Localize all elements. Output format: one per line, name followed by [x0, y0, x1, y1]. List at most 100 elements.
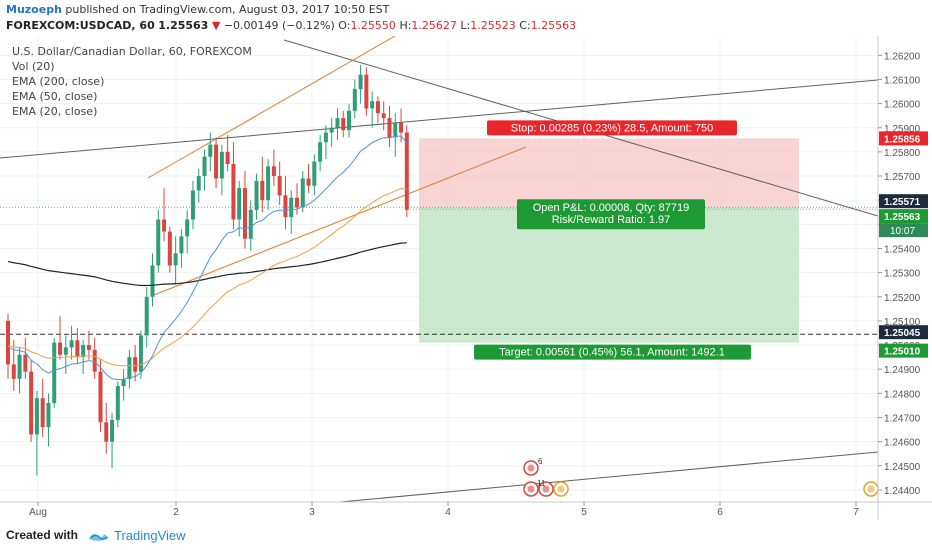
- y-tick-label: 1.26100: [884, 75, 921, 86]
- y-tick-label: 1.25900: [884, 124, 921, 135]
- tradingview-brand[interactable]: TradingView: [114, 527, 186, 543]
- lower-trendline[interactable]: [339, 451, 878, 502]
- canada-flag-icon-inner: [527, 464, 535, 472]
- event-count-ca: 6: [538, 457, 543, 466]
- candle-body: [231, 163, 236, 220]
- low-value: 1.25523: [470, 19, 516, 32]
- candle-body: [225, 151, 230, 164]
- candle-body: [23, 354, 28, 372]
- candle-body: [34, 398, 39, 435]
- published-text: published on TradingView.com, August 03,…: [65, 3, 390, 16]
- x-tick-label: 5: [581, 507, 587, 518]
- candle-body: [306, 178, 311, 186]
- candle-body: [375, 101, 380, 114]
- x-tick-label: 4: [445, 507, 451, 518]
- economic-events[interactable]: 6 11: [523, 457, 878, 497]
- candle-body: [242, 188, 247, 239]
- candle-body: [370, 101, 375, 109]
- x-tick-label: 6: [717, 507, 723, 518]
- channel-upper-line[interactable]: [147, 36, 396, 179]
- study-ema-200[interactable]: EMA (200, close): [12, 75, 105, 88]
- candle-body: [341, 118, 346, 131]
- ohlc-line: FOREXCOM:USDCAD, 60 1.25563 ▼ −0.00149 (…: [6, 18, 926, 34]
- target-price-badge-box: [879, 343, 928, 358]
- candle-body: [335, 118, 340, 128]
- candle-body: [283, 195, 288, 218]
- y-tick-label: 1.25100: [884, 317, 921, 328]
- candle-body: [150, 265, 155, 297]
- y-tick-label: 1.25700: [884, 172, 921, 183]
- target-price-badge: 1.25010: [884, 347, 921, 358]
- x-tick-label: 2: [173, 507, 179, 518]
- x-tick-label: 3: [309, 507, 315, 518]
- publish-line: Muzoeph published on TradingView.com, Au…: [6, 2, 926, 18]
- candle-body: [6, 320, 10, 365]
- candle-body: [17, 354, 22, 379]
- candle-body: [260, 180, 265, 201]
- candle-body: [11, 364, 16, 379]
- y-tick-label: 1.24700: [884, 413, 921, 424]
- study-legend: U.S. Dollar/Canadian Dollar, 60, FOREXCO…: [12, 44, 252, 119]
- candle-body: [138, 335, 143, 372]
- study-ema-20[interactable]: EMA (20, close): [12, 105, 98, 118]
- publish-header: Muzoeph published on TradingView.com, Au…: [6, 2, 926, 36]
- candle-body: [277, 176, 282, 196]
- candle-body: [300, 178, 305, 208]
- candle-body: [219, 151, 224, 179]
- upper-trendline[interactable]: [0, 79, 878, 159]
- candle-body: [110, 419, 115, 442]
- last-price-badge-box: [879, 209, 928, 224]
- price-chart[interactable]: 6 11 1.262001.261001.260001.259001.258001…: [0, 36, 932, 520]
- time-axis[interactable]: Aug 2 3 4 5 6 7: [29, 502, 859, 518]
- price-badges: 1.25856 1.25571 1.25563 10:07 1.25045 1.25010: [879, 131, 928, 358]
- hline-price-badge-box: [879, 325, 928, 340]
- study-volume[interactable]: Vol (20): [12, 60, 55, 73]
- close-value: 1.25563: [530, 19, 577, 32]
- stop-label-box[interactable]: [487, 120, 737, 136]
- target-label-box[interactable]: [474, 344, 751, 360]
- position-labels[interactable]: Stop: 0.00285 (0.23%) 28.5, Amount: 750 …: [474, 120, 751, 360]
- candle-body: [75, 340, 80, 358]
- candle-body: [185, 219, 190, 237]
- y-tick-label: 1.25300: [884, 269, 921, 280]
- high-value: 1.25627: [411, 19, 457, 32]
- candle-body: [271, 166, 276, 177]
- candle-body: [86, 345, 91, 350]
- candle-body: [46, 403, 51, 428]
- target-zone[interactable]: [419, 207, 799, 343]
- y-tick-label: 1.24400: [884, 486, 921, 497]
- candle-body: [52, 342, 57, 404]
- x-tick-label: 7: [853, 507, 859, 518]
- channel-lower-line[interactable]: [153, 146, 527, 296]
- candle-body: [323, 132, 328, 143]
- y-tick-label: 1.24600: [884, 438, 921, 449]
- candle-body: [167, 231, 172, 266]
- price-axis[interactable]: 1.26200 1.26100 1.26000 1.25900 1.25800 1.257…: [878, 51, 921, 497]
- candle-body: [156, 219, 161, 266]
- candle-body: [248, 209, 253, 239]
- pnl-label-box[interactable]: [517, 199, 705, 230]
- author-name[interactable]: Muzoeph: [6, 3, 62, 16]
- event-icon-right-inner: [867, 485, 875, 493]
- candle-body: [63, 347, 68, 355]
- candle-body: [393, 122, 398, 138]
- y-tick-label: 1.25200: [884, 293, 921, 304]
- risk-reward-label: Risk/Reward Ratio: 1.97: [552, 214, 671, 226]
- candle-body: [208, 144, 213, 157]
- y-tick-label: 1.25400: [884, 244, 921, 255]
- stop-price-badge: 1.25856: [884, 134, 921, 145]
- candle-body: [312, 161, 317, 186]
- event-count-us: 11: [537, 479, 546, 488]
- candle-body: [179, 236, 184, 254]
- footer: Created with TradingView: [0, 520, 932, 550]
- open-label: O:: [338, 19, 351, 32]
- entry-price-badge-box: [879, 194, 928, 209]
- candle-body: [364, 74, 369, 109]
- ema-50-line: [7, 188, 407, 367]
- candles: [6, 64, 409, 476]
- stop-zone[interactable]: [419, 138, 799, 208]
- target-label: Target: 0.00561 (0.45%) 56.1, Amount: 14…: [499, 347, 725, 359]
- candle-body: [404, 132, 409, 210]
- candle-body: [69, 340, 74, 348]
- study-ema-50[interactable]: EMA (50, close): [12, 90, 98, 103]
